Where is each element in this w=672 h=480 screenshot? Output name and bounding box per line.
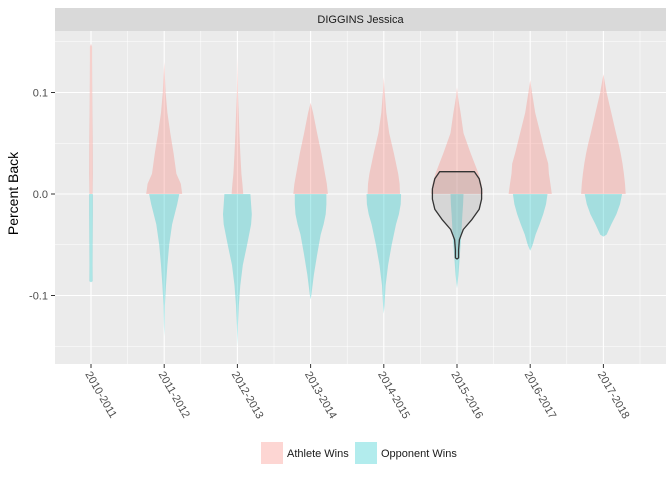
violin-opponent-wins-2010-2011 [89, 194, 93, 283]
y-axis: 0.1 0.0 -0.1 [29, 88, 55, 303]
violin-overlay-2015-2016 [431, 171, 483, 260]
legend-swatch [261, 442, 283, 464]
facet-title: DIGGINS Jessica [317, 14, 404, 26]
violins-layer [89, 43, 626, 347]
legend-swatch [355, 442, 377, 464]
violin-athlete-wins-2014-2015 [367, 77, 400, 194]
plot-panel [55, 31, 666, 364]
violin-athlete-wins-2013-2014 [293, 102, 328, 194]
violin-athlete-wins-2016-2017 [508, 80, 552, 194]
violin-opponent-wins-2017-2018 [584, 194, 623, 237]
legend-item-opponent-wins: Opponent Wins [355, 442, 457, 464]
y-tick-label: -0.1 [29, 291, 48, 303]
legend-item-athlete-wins: Athlete Wins [261, 442, 349, 464]
violin-athlete-wins-2015-2016 [431, 87, 483, 194]
y-tick-label: 0.1 [33, 88, 48, 100]
violin-athlete-wins-2011-2012 [146, 62, 183, 194]
y-axis-label: Percent Back [5, 151, 21, 235]
legend-label: Opponent Wins [381, 448, 457, 460]
violin-opponent-wins-2014-2015 [366, 194, 402, 314]
violin-opponent-wins-2015-2016 [450, 194, 464, 289]
minor-gridlines [55, 31, 666, 364]
violin-opponent-wins-2011-2012 [149, 194, 180, 337]
y-tick-label: 0.0 [33, 189, 48, 201]
violin-opponent-wins-2013-2014 [294, 194, 327, 300]
violin-opponent-wins-2012-2013 [223, 194, 252, 347]
violin-athlete-wins-2012-2013 [231, 57, 244, 194]
legend-label: Athlete Wins [287, 448, 349, 460]
violin-opponent-wins-2016-2017 [512, 194, 548, 251]
violin-athlete-wins-2017-2018 [581, 74, 626, 194]
violin-athlete-wins-2010-2011 [89, 43, 93, 194]
major-gridlines [55, 31, 666, 364]
facet-strip [55, 8, 666, 31]
legend: Athlete Wins Opponent Wins [261, 442, 457, 464]
overlay-violin-layer [431, 171, 483, 260]
